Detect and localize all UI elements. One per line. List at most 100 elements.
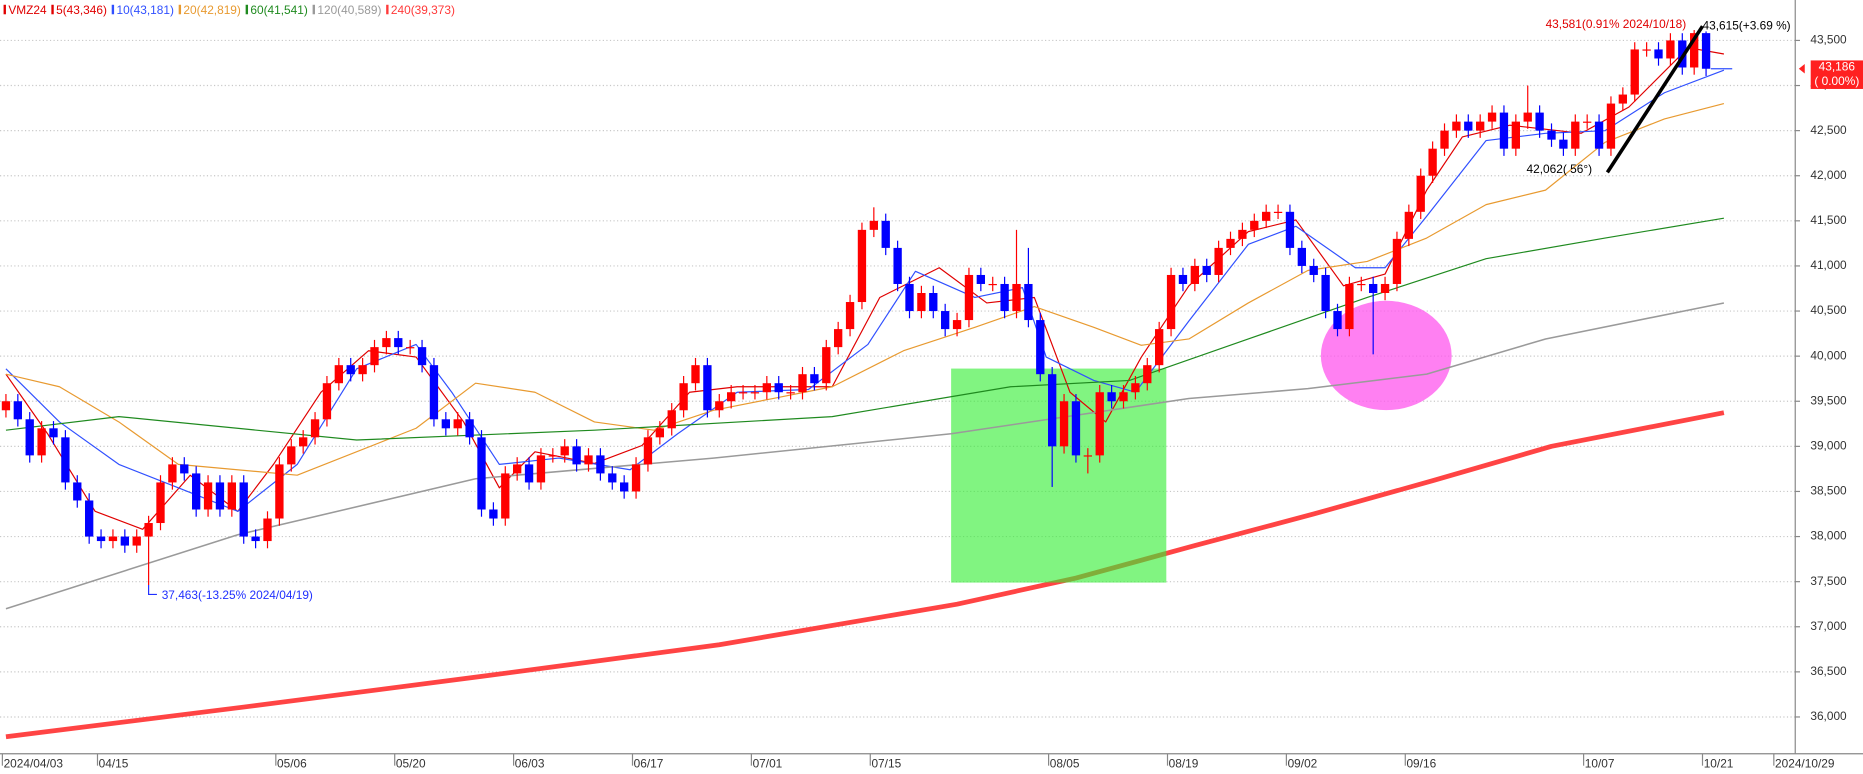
candles: [1, 30, 1711, 585]
last-price-label: 43,186: [1819, 60, 1856, 74]
candle-body: [952, 320, 962, 330]
candle-body: [845, 302, 855, 330]
x-tick-label: 2024/10/29: [1775, 757, 1835, 771]
candle-body: [1428, 148, 1437, 176]
candle-body: [1642, 49, 1651, 51]
candle-body: [513, 464, 522, 474]
candle-body: [1262, 211, 1271, 221]
candle-body: [85, 500, 94, 537]
candle-body: [346, 365, 355, 375]
candle-body: [1095, 392, 1104, 456]
candle-body: [1166, 274, 1176, 330]
legend-marker: [245, 4, 249, 15]
candle-body: [584, 455, 593, 465]
candle-body: [1000, 283, 1009, 312]
candle-body: [215, 482, 225, 510]
candle-body: [310, 419, 320, 438]
legend: VMZ24 5(43,346) 10(43,181) 20(42,819) 60(41,…: [3, 3, 455, 17]
y-tick-label: 36,500: [1810, 664, 1847, 678]
candle-body: [1630, 49, 1639, 95]
candle-body: [798, 374, 807, 393]
candle-body: [929, 293, 938, 312]
legend-marker: [312, 4, 315, 15]
candle-body: [1523, 112, 1532, 122]
candle-body: [667, 410, 676, 429]
candle-body: [61, 437, 70, 483]
annotation: 42,062( 56°): [1527, 162, 1593, 176]
axes: 36,000 36,500 37,000 37,500 38,000 38,500 39,0…: [1, 33, 1847, 771]
last-price-change: ( 0.00%): [1814, 74, 1859, 88]
legend-label: 20(42,819): [183, 3, 240, 17]
candle-body: [1535, 112, 1544, 131]
legend-label: 240(39,373): [391, 3, 455, 17]
candle-body: [1202, 265, 1211, 275]
moving-averages: [5, 47, 1725, 610]
ma-line: [5, 102, 1725, 476]
candle-body: [1583, 121, 1592, 123]
x-tick-label: 10/21: [1704, 757, 1734, 771]
low-marker: [148, 584, 157, 596]
candle-body: [501, 473, 510, 519]
candle-body: [1238, 229, 1247, 239]
candle-body: [334, 365, 343, 384]
candle-body: [738, 392, 748, 394]
annotation: 43,581(0.91% 2024/10/18): [1546, 17, 1687, 31]
candle-body: [834, 329, 843, 348]
candle-body: [964, 274, 974, 321]
candle-body: [1499, 112, 1509, 149]
y-tick-label: 39,500: [1810, 393, 1847, 407]
x-tick-label: 2024/04/03: [4, 757, 64, 771]
ma-line: [5, 302, 1725, 610]
candle-body: [1571, 121, 1580, 149]
candle-body: [1464, 121, 1473, 131]
candle-body: [608, 473, 617, 483]
candle-body: [37, 428, 46, 456]
candle-body: [941, 311, 950, 330]
candle-body: [1594, 121, 1604, 149]
candle-body: [1321, 274, 1330, 312]
candle-body: [370, 347, 379, 366]
x-tick-label: 08/05: [1050, 757, 1080, 771]
candle-body: [13, 401, 22, 420]
y-tick-label: 41,500: [1810, 213, 1847, 227]
candle-body: [1690, 33, 1699, 68]
candle-body: [477, 437, 486, 510]
candle-body: [620, 482, 629, 492]
x-tick-label: 07/01: [753, 757, 783, 771]
candle-body: [750, 392, 760, 394]
candle-body: [1131, 383, 1140, 393]
last-price-box: [1810, 60, 1863, 89]
legend-marker: [178, 4, 182, 15]
candle-body: [227, 482, 236, 510]
candle-body: [548, 455, 557, 457]
candle-body: [1511, 121, 1521, 149]
candle-body: [1083, 455, 1093, 457]
candle-body: [203, 482, 213, 510]
candle-body: [703, 365, 712, 411]
ma-line: [5, 47, 1725, 530]
candle-body: [406, 347, 415, 349]
candle-body: [394, 338, 403, 348]
candle-body: [1309, 265, 1318, 275]
candle-body: [1547, 130, 1556, 140]
candle-body: [1273, 211, 1283, 214]
candle-body: [453, 419, 462, 429]
candle-body: [275, 464, 284, 519]
candle-body: [857, 229, 867, 303]
candle-body: [108, 536, 118, 542]
candle-body: [1392, 238, 1402, 284]
y-tick-label: 39,000: [1810, 438, 1847, 452]
candle-body: [715, 401, 724, 411]
y-tick-label: 37,000: [1810, 619, 1847, 633]
candle-body: [25, 419, 34, 456]
candle-body: [156, 482, 165, 524]
candle-body: [560, 446, 569, 456]
x-tick-label: 05/06: [277, 757, 307, 771]
candle-body: [120, 536, 129, 546]
y-tick-label: 38,000: [1810, 529, 1847, 543]
legend-label: 60(41,541): [250, 3, 307, 17]
candle-body: [1143, 365, 1152, 384]
candle-body: [1155, 329, 1164, 366]
